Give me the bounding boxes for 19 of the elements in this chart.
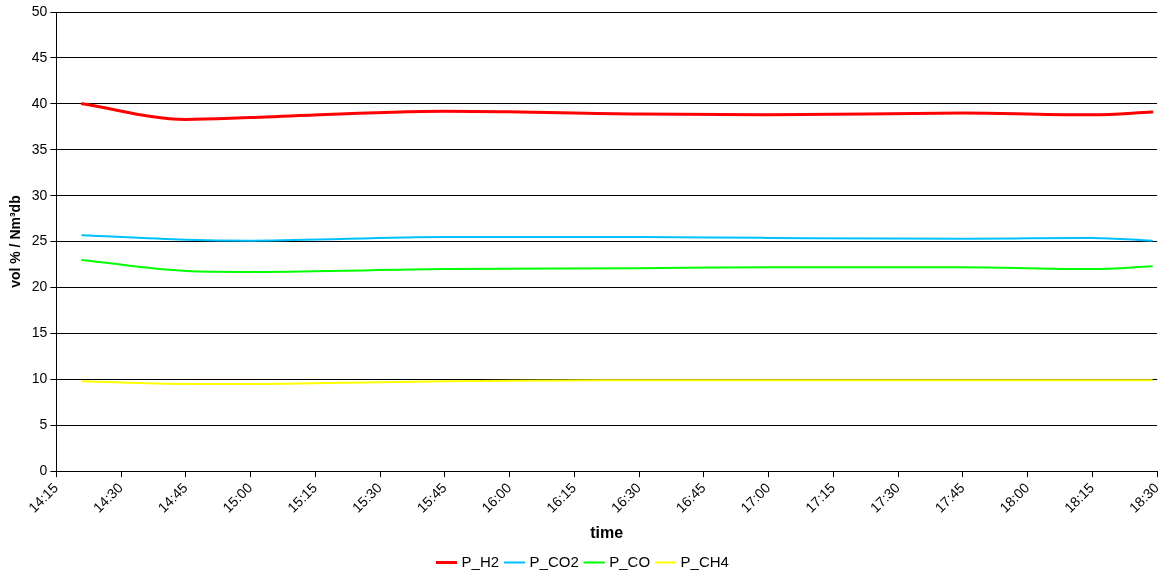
line-series: [80, 102, 1154, 121]
y-tick-label: 50: [31, 2, 48, 19]
y-tick-label: 25: [31, 232, 48, 249]
y-tick-label: 20: [31, 278, 48, 295]
y-tick-label: 30: [31, 186, 48, 203]
legend-label: P_CO2: [529, 552, 579, 570]
y-tick-label: 5: [39, 416, 48, 433]
legend-label: P_CH4: [680, 552, 729, 570]
y-tick-label: 35: [31, 140, 48, 157]
y-tick-label: 15: [31, 324, 48, 341]
y-axis-title: vol % / Nm³db: [7, 195, 24, 288]
y-tick-label: 40: [31, 94, 48, 111]
line-series: [81, 258, 1153, 273]
y-tick-label: 0: [39, 462, 48, 479]
y-tick-label: 45: [31, 48, 48, 65]
x-axis-title: time: [590, 523, 624, 541]
legend-label: P_CO: [609, 552, 651, 570]
legend-label: P_H2: [461, 552, 500, 570]
y-tick-label: 10: [31, 370, 48, 387]
